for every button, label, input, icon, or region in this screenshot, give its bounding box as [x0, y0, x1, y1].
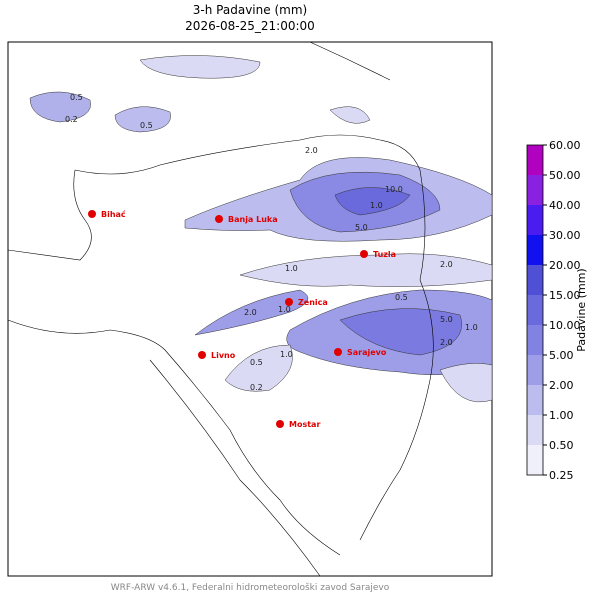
colorbar-tick-label: 60.00 [549, 139, 581, 152]
map [7, 41, 493, 577]
colorbar-segment [527, 175, 543, 205]
contour-label: 0.5 [70, 93, 83, 102]
city-label: Bihać [101, 209, 126, 219]
contour-label: 1.0 [285, 264, 298, 273]
city-marker [285, 298, 293, 306]
city-label: Sarajevo [347, 348, 387, 357]
contour-label: 2.0 [305, 146, 318, 155]
city-label: Banja Luka [228, 215, 278, 224]
title: 3-h Padavine (mm) [193, 3, 307, 17]
colorbar-frame [526, 144, 544, 476]
city-label: Mostar [289, 420, 320, 429]
colorbar-segment [527, 415, 543, 445]
city-marker [360, 250, 368, 258]
colorbar-segment [527, 445, 543, 475]
colorbar-label: Padavine (mm) [575, 268, 588, 351]
contour-label: 2.0 [244, 308, 257, 317]
subtitle: 2026-08-25_21:00:00 [185, 19, 315, 33]
colorbar-segment [527, 235, 543, 265]
colorbar-tick-label: 40.00 [549, 199, 581, 212]
colorbar-tick-label: 10.00 [549, 319, 581, 332]
colorbar-segment [527, 205, 543, 235]
colorbar-segment [527, 385, 543, 415]
borders [7, 41, 434, 577]
contour-label: 2.0 [440, 338, 453, 347]
contour-label: 1.0 [370, 201, 383, 210]
city-marker [88, 210, 96, 218]
city-marker [334, 348, 342, 356]
colorbar-tick-label: 50.00 [549, 169, 581, 182]
contour-label: 0.2 [65, 115, 78, 124]
contour-label: 10.0 [385, 185, 403, 194]
colorbar-segment [527, 295, 543, 325]
contour-label: 0.2 [250, 383, 263, 392]
colorbar-tick-label: 5.00 [549, 349, 574, 362]
contour-label: 1.0 [278, 305, 291, 314]
colorbar-tick-label: 20.00 [549, 259, 581, 272]
city-marker [198, 351, 206, 359]
contour-label: 1.0 [465, 323, 478, 332]
city-marker [276, 420, 284, 428]
city-label: Tuzla [373, 250, 396, 259]
contour-label: 5.0 [440, 315, 453, 324]
contour-label: 0.5 [250, 358, 263, 367]
contour-label: 5.0 [355, 223, 368, 232]
colorbar-tick-label: 0.50 [549, 439, 574, 452]
colorbar-segment [527, 355, 543, 385]
footer: WRF-ARW v4.6.1, Federalni hidrometeorolo… [111, 582, 390, 593]
colorbar-tick-label: 30.00 [549, 229, 581, 242]
contour-label: 1.0 [280, 350, 293, 359]
colorbar-segment [527, 325, 543, 355]
colorbar-tick-label: 0.25 [549, 469, 574, 482]
city-label: Zenica [298, 298, 328, 307]
colorbar-tick-label: 2.00 [549, 379, 574, 392]
colorbar: 0.25 0.50 1.00 2.00 5.00 10.00 15.00 20.00 30.00… [526, 139, 581, 482]
city-label: Livno [211, 351, 236, 360]
colorbar-tick-label: 1.00 [549, 409, 574, 422]
colorbar-tick-label: 15.00 [549, 289, 581, 302]
contour-label: 0.5 [395, 293, 408, 302]
contour-label: 2.0 [440, 260, 453, 269]
contour-label: 0.5 [140, 121, 153, 130]
colorbar-segment [527, 145, 543, 175]
city-marker [215, 215, 223, 223]
colorbar-segment [527, 265, 543, 295]
